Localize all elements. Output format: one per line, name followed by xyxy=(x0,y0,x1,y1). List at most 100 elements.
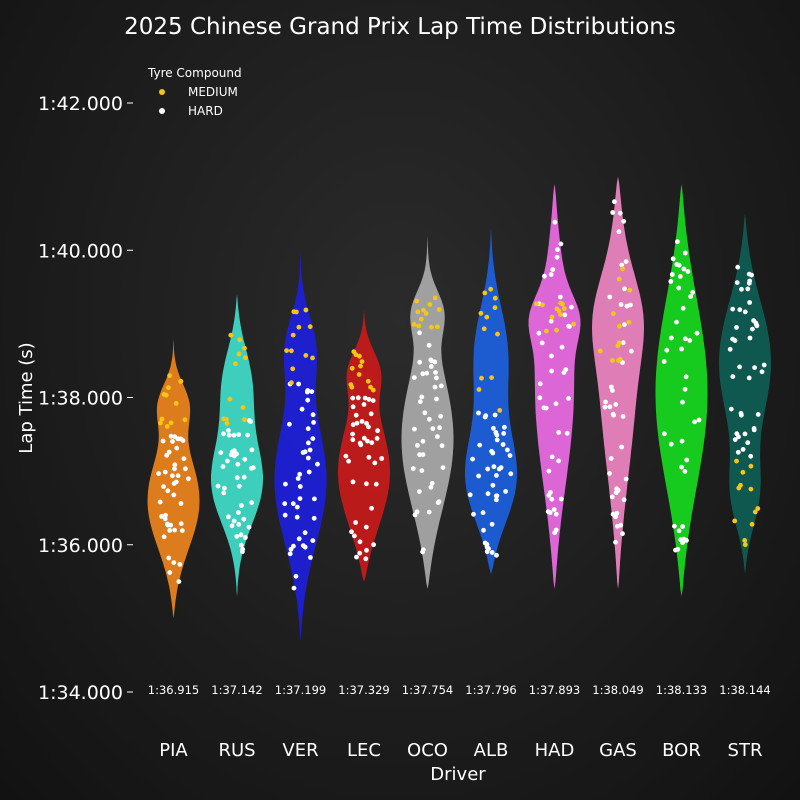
lap-point-hard xyxy=(304,389,310,395)
lap-point-medium xyxy=(476,387,482,392)
lap-point-hard xyxy=(307,447,313,453)
lap-point-hard xyxy=(290,501,296,507)
lap-point-hard xyxy=(553,401,559,407)
lap-point-hard xyxy=(549,353,554,359)
lap-point-medium xyxy=(549,314,555,320)
lap-point-hard xyxy=(619,262,625,268)
lap-point-hard xyxy=(426,342,432,348)
lap-point-medium xyxy=(228,332,234,338)
lap-point-hard xyxy=(311,515,317,521)
lap-point-hard xyxy=(555,247,560,253)
y-tick-label: 1:36.000 xyxy=(38,535,123,557)
lap-point-hard xyxy=(160,438,166,444)
lap-point-hard xyxy=(432,384,438,390)
lap-point-hard xyxy=(679,438,685,444)
lap-point-hard xyxy=(481,527,486,533)
lap-point-hard xyxy=(305,455,311,461)
lap-point-hard xyxy=(178,501,184,506)
lap-point-hard xyxy=(246,524,252,530)
lap-point-hard xyxy=(234,534,240,539)
lap-point-medium xyxy=(616,276,622,282)
lap-point-hard xyxy=(368,411,374,417)
lap-point-medium xyxy=(432,295,438,301)
lap-point-hard xyxy=(364,481,369,487)
lap-point-hard xyxy=(354,420,360,426)
lap-point-hard xyxy=(494,497,499,503)
x-tick-label-lec: LEC xyxy=(347,740,381,761)
lap-point-medium xyxy=(421,307,426,313)
lap-point-medium xyxy=(616,340,622,346)
lap-point-hard xyxy=(567,324,572,329)
y-axis-label: Lap Time (s) xyxy=(16,342,37,453)
lap-point-hard xyxy=(737,307,743,313)
lap-point-medium xyxy=(489,375,494,380)
lap-point-medium xyxy=(357,353,362,359)
lap-point-hard xyxy=(168,522,174,528)
lap-point-hard xyxy=(183,466,188,472)
lap-point-hard xyxy=(684,538,689,543)
lap-point-hard xyxy=(683,374,689,380)
lap-point-hard xyxy=(677,274,683,279)
lap-point-hard xyxy=(291,543,296,549)
lap-point-hard xyxy=(240,546,246,552)
lap-point-hard xyxy=(249,500,255,505)
lap-point-hard xyxy=(738,410,744,416)
lap-point-hard xyxy=(287,421,292,427)
legend-label-hard: HARD xyxy=(188,104,223,118)
lap-point-hard xyxy=(363,556,369,562)
lap-point-hard xyxy=(477,442,483,448)
lap-point-hard xyxy=(229,523,235,529)
lap-point-medium xyxy=(370,387,376,393)
x-tick-label-had: HAD xyxy=(535,740,575,761)
lap-point-hard xyxy=(623,476,629,482)
lap-point-hard xyxy=(503,489,508,494)
legend-marker-hard xyxy=(159,108,165,114)
lap-point-hard xyxy=(564,430,570,436)
lap-point-hard xyxy=(603,399,608,405)
lap-point-hard xyxy=(161,484,166,489)
lap-point-hard xyxy=(541,405,547,411)
lap-point-hard xyxy=(746,280,752,286)
lap-point-hard xyxy=(420,438,426,444)
lap-point-medium xyxy=(429,324,434,330)
lap-point-medium xyxy=(554,327,559,333)
lap-point-hard xyxy=(168,433,174,439)
lap-point-hard xyxy=(177,562,183,567)
lap-point-hard xyxy=(363,524,369,530)
lap-point-medium xyxy=(284,348,289,353)
lap-point-hard xyxy=(613,539,618,545)
lap-point-hard xyxy=(291,585,297,591)
lap-point-hard xyxy=(551,507,557,512)
lap-point-hard xyxy=(761,362,767,368)
lap-point-hard xyxy=(552,530,558,536)
lap-point-medium xyxy=(478,310,484,316)
lap-point-hard xyxy=(296,381,301,387)
lap-point-hard xyxy=(226,428,231,433)
lap-point-hard xyxy=(742,431,748,437)
lap-point-medium xyxy=(558,300,563,306)
lap-point-hard xyxy=(602,404,608,410)
lap-point-medium xyxy=(492,295,498,301)
violin-alb xyxy=(465,228,517,575)
lap-point-hard xyxy=(569,304,574,310)
lap-point-hard xyxy=(491,464,497,470)
lap-point-medium xyxy=(296,324,302,330)
lap-point-hard xyxy=(350,479,356,485)
lap-point-hard xyxy=(172,462,178,468)
lap-point-hard xyxy=(621,218,627,224)
median-label-rus: 1:37.142 xyxy=(211,683,262,697)
lap-point-hard xyxy=(682,250,688,256)
lap-point-hard xyxy=(239,503,244,508)
lap-point-medium xyxy=(182,417,188,423)
lap-point-hard xyxy=(609,494,615,500)
lap-point-hard xyxy=(366,397,372,402)
violin-body-str xyxy=(719,213,771,575)
lap-point-medium xyxy=(358,363,363,369)
lap-point-hard xyxy=(249,447,255,453)
lap-point-hard xyxy=(157,499,163,505)
lap-point-hard xyxy=(417,489,422,494)
lap-point-hard xyxy=(181,456,187,462)
lap-point-medium xyxy=(359,359,365,364)
violin-body-pia xyxy=(147,338,200,619)
y-tick-label: 1:34.000 xyxy=(38,682,123,704)
